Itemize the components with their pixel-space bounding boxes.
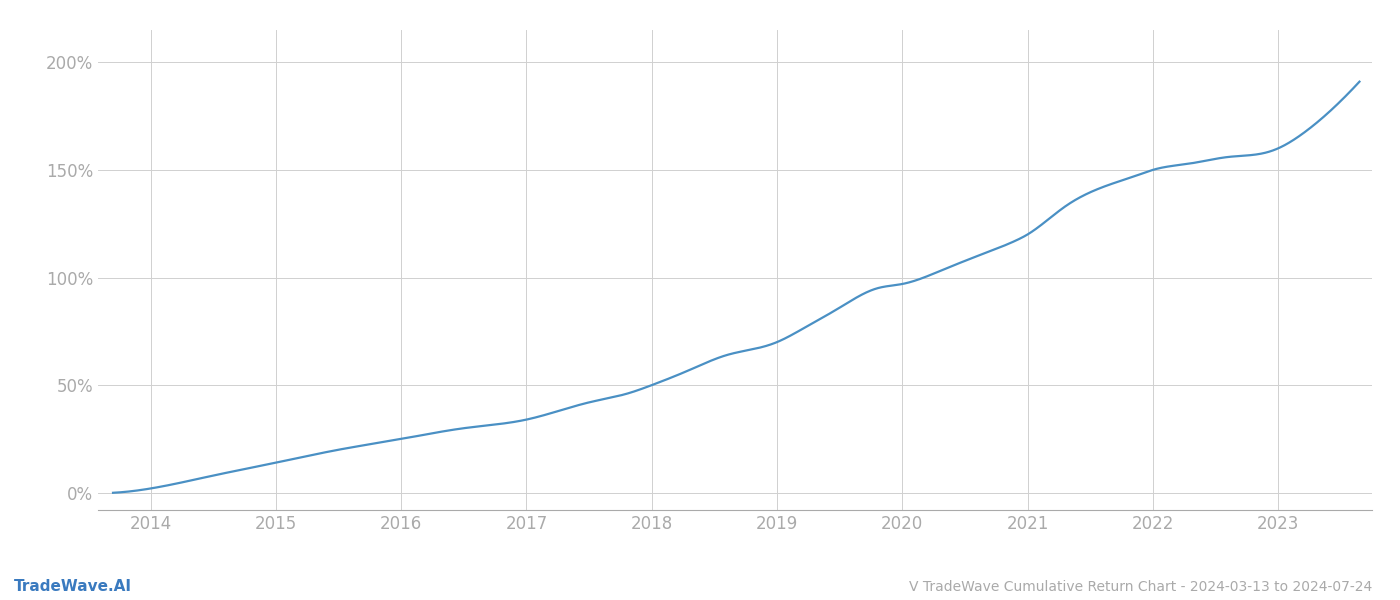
Text: TradeWave.AI: TradeWave.AI <box>14 579 132 594</box>
Text: V TradeWave Cumulative Return Chart - 2024-03-13 to 2024-07-24: V TradeWave Cumulative Return Chart - 20… <box>909 580 1372 594</box>
